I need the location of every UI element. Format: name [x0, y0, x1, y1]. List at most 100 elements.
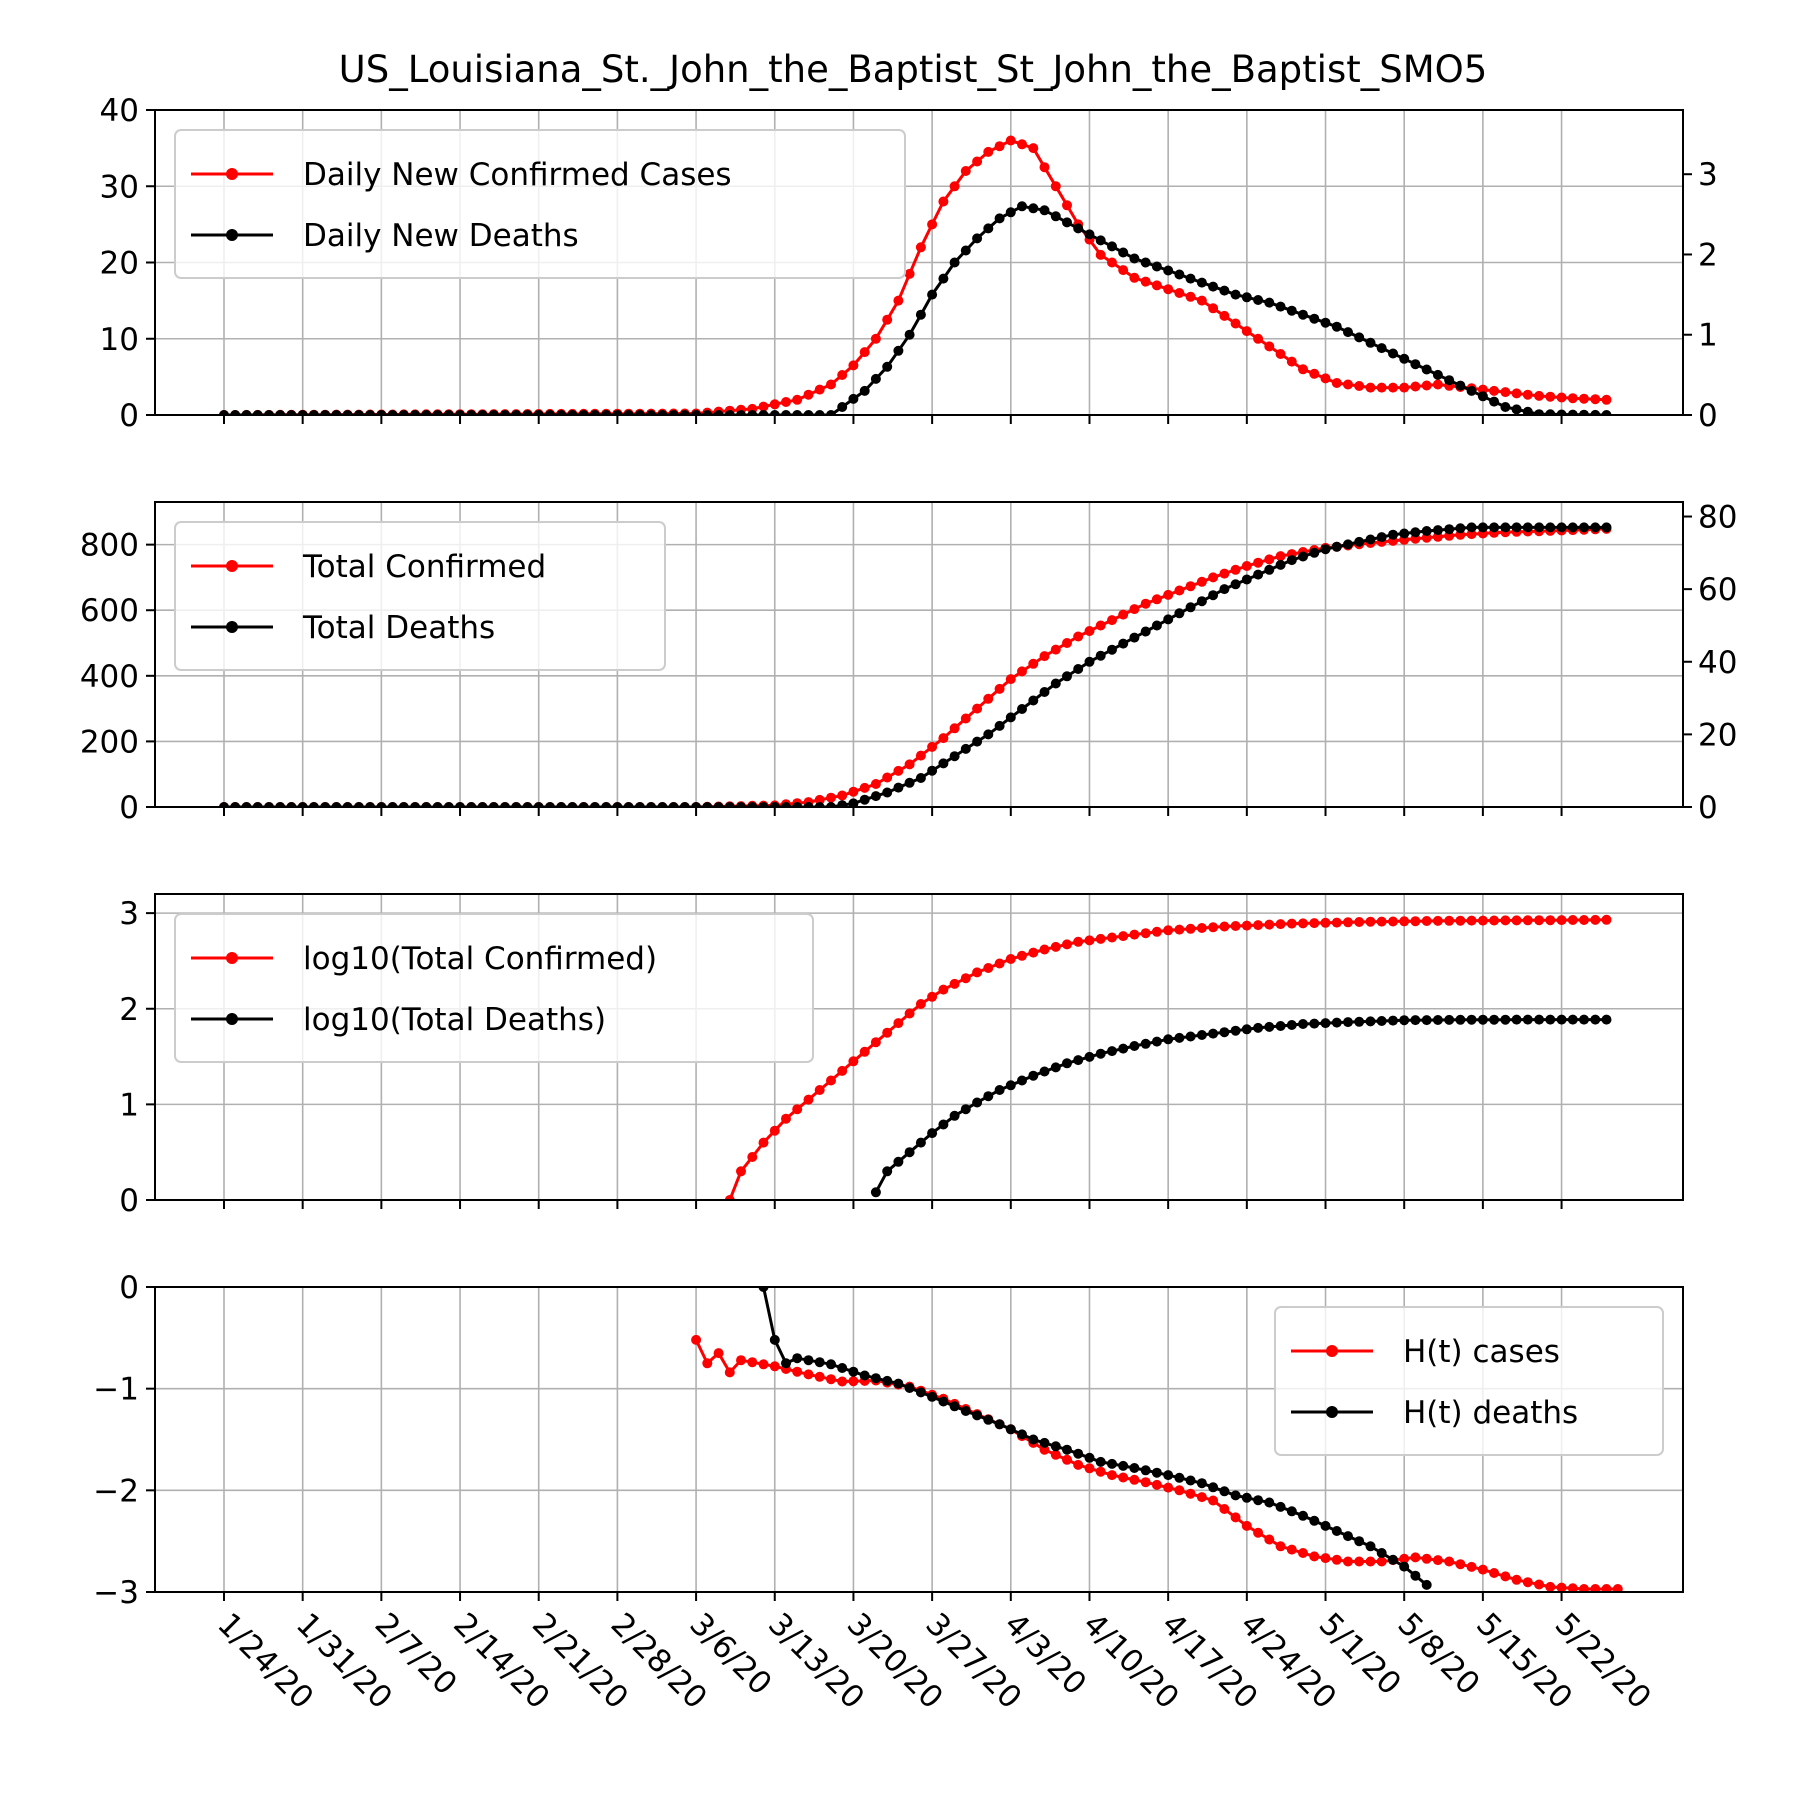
- data-point: [1140, 276, 1151, 287]
- data-point: [1050, 1062, 1061, 1073]
- data-point: [1511, 915, 1522, 926]
- data-point: [769, 1125, 780, 1136]
- data-point: [848, 360, 859, 371]
- y-tick-label: 0: [119, 398, 139, 434]
- axes-frame: [154, 893, 1684, 1201]
- data-point: [1005, 1424, 1016, 1435]
- data-point: [960, 743, 971, 754]
- data-point: [646, 410, 657, 415]
- data-point: [960, 166, 971, 176]
- data-point: [1399, 1561, 1410, 1572]
- data-point: [1545, 522, 1556, 533]
- data-point: [1073, 936, 1084, 947]
- data-point: [1444, 915, 1455, 926]
- data-point: [1107, 1046, 1117, 1057]
- data-point: [1151, 1036, 1162, 1047]
- data-point: [522, 802, 533, 807]
- data-point: [410, 410, 421, 415]
- data-point: [219, 802, 229, 807]
- data-point: [972, 1097, 983, 1108]
- data-point: [758, 1137, 769, 1148]
- data-point: [1590, 409, 1601, 415]
- data-point: [1084, 229, 1095, 240]
- data-point: [1354, 1536, 1365, 1547]
- data-point: [1017, 1075, 1027, 1086]
- legend-box: [174, 521, 666, 671]
- series-line-2: [874, 1018, 1607, 1194]
- data-point: [1601, 394, 1612, 405]
- data-point: [634, 410, 645, 415]
- data-point: [882, 787, 893, 798]
- data-point: [1320, 544, 1331, 555]
- data-point: [421, 410, 432, 415]
- data-point: [1286, 918, 1297, 929]
- data-point: [1522, 389, 1533, 400]
- data-point: [308, 410, 319, 415]
- legend-marker: [226, 621, 238, 633]
- data-point: [308, 802, 319, 807]
- data-point: [792, 1353, 803, 1364]
- data-point: [455, 802, 465, 807]
- data-point: [1522, 1014, 1533, 1025]
- data-point: [1140, 1465, 1151, 1476]
- data-point: [927, 1391, 938, 1402]
- data-point: [1241, 561, 1252, 571]
- data-point: [1129, 272, 1140, 283]
- data-point: [1140, 1038, 1151, 1049]
- data-point: [1185, 291, 1196, 302]
- data-point: [1522, 1577, 1533, 1588]
- data-point: [1185, 1031, 1196, 1042]
- data-point: [972, 703, 983, 714]
- data-point: [252, 410, 263, 415]
- data-point: [1489, 385, 1500, 396]
- data-point: [837, 800, 848, 807]
- data-point: [443, 802, 454, 807]
- data-point: [1534, 1579, 1545, 1590]
- data-point: [1264, 297, 1275, 308]
- data-point: [983, 223, 994, 234]
- data-point: [612, 410, 623, 415]
- data-point: [870, 791, 881, 802]
- data-point: [1163, 925, 1174, 936]
- data-point: [1376, 1548, 1387, 1558]
- data-point: [1421, 380, 1432, 391]
- data-point: [1455, 380, 1466, 391]
- data-point: [1151, 261, 1162, 272]
- y-tick-label: 10: [100, 322, 139, 358]
- data-point: [781, 397, 791, 407]
- data-point: [1286, 305, 1297, 316]
- data-point: [1140, 928, 1151, 939]
- data-point: [1151, 926, 1162, 937]
- data-point: [769, 802, 780, 807]
- data-point: [1039, 651, 1050, 662]
- data-point: [1298, 309, 1308, 320]
- data-point: [814, 794, 825, 805]
- data-point: [1095, 650, 1106, 661]
- data-point: [1017, 666, 1027, 677]
- data-point: [1466, 915, 1477, 926]
- data-point: [1107, 615, 1117, 626]
- data-point: [1477, 1564, 1488, 1575]
- data-point: [713, 410, 724, 415]
- y2-tick-label: 20: [1698, 717, 1737, 753]
- data-point: [1421, 1015, 1432, 1026]
- data-point: [1174, 269, 1185, 280]
- data-point: [331, 410, 342, 415]
- data-point: [1050, 1449, 1061, 1460]
- data-point: [826, 802, 836, 807]
- data-point: [1062, 638, 1072, 648]
- data-point: [893, 765, 904, 776]
- data-point: [1365, 382, 1376, 393]
- data-point: [736, 1166, 746, 1177]
- data-point: [781, 410, 791, 415]
- data-point: [893, 782, 904, 793]
- data-point: [657, 410, 668, 415]
- data-point: [1489, 396, 1500, 407]
- data-point: [915, 750, 926, 761]
- data-point: [398, 410, 409, 415]
- data-point: [713, 1348, 724, 1359]
- data-point: [938, 273, 949, 284]
- data-point: [747, 1152, 758, 1162]
- data-point: [241, 410, 252, 415]
- data-point: [1500, 402, 1511, 412]
